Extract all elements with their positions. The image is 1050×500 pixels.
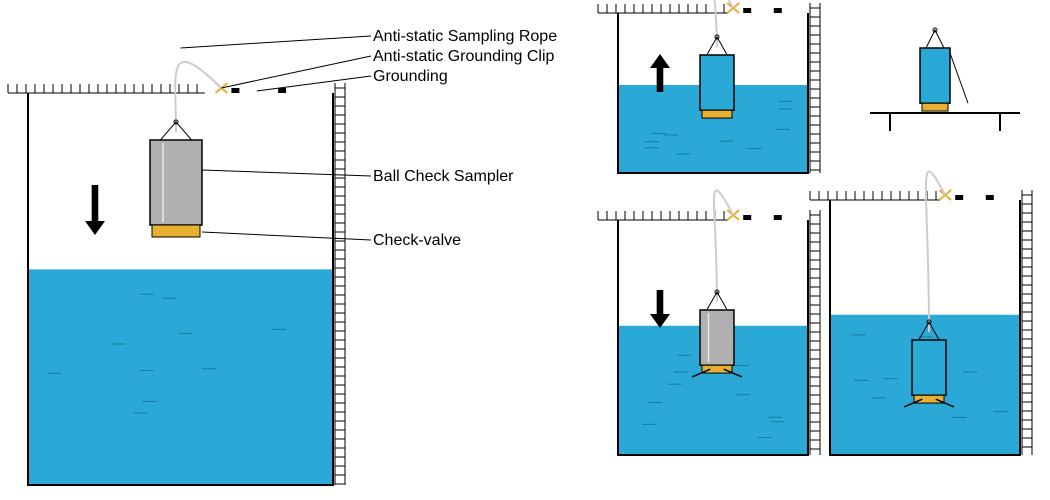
label-sampler: Ball Check Sampler: [373, 168, 514, 186]
label-grounding: Grounding: [373, 68, 448, 86]
label-clip: Anti-static Grounding Clip: [373, 48, 554, 66]
label-rope: Anti-static Sampling Rope: [373, 28, 557, 46]
label-valve: Check-valve: [373, 232, 461, 250]
sampling-diagram: [0, 0, 1050, 500]
